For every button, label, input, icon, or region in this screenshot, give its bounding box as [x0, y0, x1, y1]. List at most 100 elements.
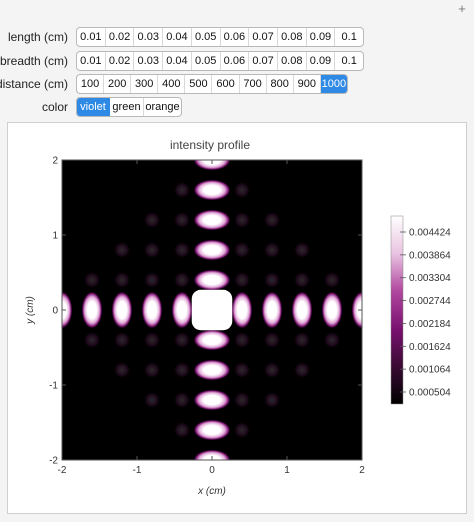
distance-selector: 100 200 300 400 500 600 700 800 900 1000 — [76, 74, 348, 94]
color-option-selected[interactable]: violet — [77, 98, 110, 116]
x-axis: -2 -1 0 1 2 — [58, 465, 366, 476]
vertical-lobe — [193, 329, 231, 351]
horizontal-lobe — [351, 291, 362, 329]
off-axis-lobe — [233, 271, 251, 289]
color-control: color violet green orange — [0, 97, 474, 117]
chart-title: intensity profile — [170, 138, 250, 152]
horizontal-lobe — [261, 291, 283, 329]
vertical-lobe — [193, 269, 231, 291]
title-bar: + — [0, 0, 474, 18]
length-option[interactable]: 0.09 — [307, 28, 336, 46]
breadth-option[interactable]: 0.06 — [221, 52, 250, 70]
colorbar-tick-label: 0.001064 — [409, 365, 451, 376]
length-option[interactable]: 0.1 — [341, 31, 357, 43]
off-axis-lobe — [143, 391, 161, 409]
vertical-lobe — [193, 419, 231, 441]
length-selector: 0.01 0.02 0.03 0.04 0.05 0.06 0.07 0.08 … — [76, 27, 364, 47]
distance-option-selected[interactable]: 1000 — [320, 75, 347, 93]
intensity-plot: intensity profile -2 -1 0 1 2 -2 -1 0 1 … — [25, 138, 451, 497]
breadth-option[interactable]: 0.03 — [134, 52, 164, 70]
breadth-option[interactable]: 0.04 — [163, 52, 192, 70]
horizontal-lobe — [291, 291, 313, 329]
breadth-selector: 0.01 0.02 0.03 0.04 0.05 0.06 0.07 0.08 … — [76, 51, 364, 71]
y-tick-label: -2 — [49, 456, 58, 467]
distance-option[interactable]: 300 — [131, 75, 159, 93]
distance-control: distance (cm) 100 200 300 400 500 600 70… — [0, 74, 474, 94]
horizontal-lobe — [81, 291, 103, 329]
length-option[interactable]: 0.06 — [221, 28, 250, 46]
length-option[interactable]: 0.04 — [163, 28, 192, 46]
off-axis-lobe — [143, 211, 161, 229]
off-axis-lobe — [233, 331, 251, 349]
distance-option[interactable]: 900 — [294, 75, 321, 93]
off-axis-lobe — [233, 241, 251, 259]
length-control: length (cm) 0.01 0.02 0.03 0.04 0.05 0.0… — [0, 27, 474, 47]
length-option[interactable]: 0.08 — [278, 28, 307, 46]
distance-option[interactable]: 800 — [267, 75, 294, 93]
off-axis-lobe — [323, 271, 341, 289]
distance-option[interactable]: 100 — [77, 75, 105, 93]
off-axis-lobe — [173, 241, 191, 259]
breadth-option[interactable]: 0.02 — [106, 52, 135, 70]
length-option[interactable]: 0.05 — [192, 28, 221, 46]
off-axis-lobe — [263, 241, 281, 259]
horizontal-lobe — [141, 291, 163, 329]
length-option[interactable]: 0.07 — [249, 28, 278, 46]
x-tick-label: 0 — [209, 465, 215, 476]
central-maximum — [191, 289, 233, 331]
breadth-option[interactable]: 0.09 — [307, 52, 336, 70]
y-tick-label: 2 — [52, 156, 58, 167]
x-tick-label: -1 — [133, 465, 142, 476]
plot-panel: intensity profile -2 -1 0 1 2 -2 -1 0 1 … — [7, 122, 467, 514]
off-axis-lobe — [143, 271, 161, 289]
off-axis-lobe — [173, 361, 191, 379]
color-label: color — [41, 100, 68, 114]
breadth-option[interactable]: 0.08 — [278, 52, 307, 70]
horizontal-lobe — [171, 291, 193, 329]
y-tick-label: 0 — [52, 306, 58, 317]
colorbar-tick-label: 0.004424 — [409, 228, 451, 239]
distance-option[interactable]: 500 — [185, 75, 213, 93]
off-axis-lobe — [323, 331, 341, 349]
breadth-option[interactable]: 0.01 — [77, 52, 106, 70]
vertical-lobe — [193, 359, 231, 381]
length-option[interactable]: 0.03 — [134, 28, 164, 46]
distance-option[interactable]: 400 — [158, 75, 186, 93]
intensity-spots — [62, 160, 362, 460]
off-axis-lobe — [173, 211, 191, 229]
off-axis-lobe — [263, 361, 281, 379]
y-tick-label: 1 — [52, 231, 58, 242]
length-option[interactable]: 0.02 — [106, 28, 135, 46]
plus-icon[interactable]: + — [458, 1, 466, 16]
breadth-label: breadth (cm) — [0, 54, 68, 68]
off-axis-lobe — [293, 331, 311, 349]
x-tick-label: 2 — [359, 465, 365, 476]
breadth-option[interactable]: 0.07 — [249, 52, 278, 70]
colorbar-tick-label: 0.002184 — [409, 319, 451, 330]
color-option[interactable]: orange — [145, 101, 180, 113]
colorbar-tick-label: 0.003304 — [409, 273, 451, 284]
color-option[interactable]: green — [110, 98, 144, 116]
distance-option[interactable]: 200 — [104, 75, 132, 93]
vertical-lobe — [193, 449, 231, 460]
vertical-lobe — [193, 179, 231, 201]
distance-option[interactable]: 700 — [240, 75, 267, 93]
colorbar — [390, 215, 404, 405]
off-axis-lobe — [143, 241, 161, 259]
distance-option[interactable]: 600 — [212, 75, 240, 93]
colorbar-tick-label: 0.000504 — [409, 388, 451, 399]
off-axis-lobe — [263, 391, 281, 409]
breadth-option[interactable]: 0.05 — [192, 52, 221, 70]
colorbar-ticks: 0.004424 0.003864 0.003304 0.002744 0.00… — [400, 228, 451, 399]
breadth-control: breadth (cm) 0.01 0.02 0.03 0.04 0.05 0.… — [0, 51, 474, 71]
off-axis-lobe — [293, 361, 311, 379]
off-axis-lobe — [233, 361, 251, 379]
off-axis-lobe — [173, 391, 191, 409]
colorbar-tick-label: 0.001624 — [409, 342, 451, 353]
color-selector: violet green orange — [76, 97, 182, 117]
horizontal-lobe — [231, 291, 253, 329]
length-label: length (cm) — [7, 30, 68, 44]
length-option[interactable]: 0.01 — [77, 28, 106, 46]
breadth-option[interactable]: 0.1 — [341, 55, 357, 67]
off-axis-lobe — [263, 211, 281, 229]
